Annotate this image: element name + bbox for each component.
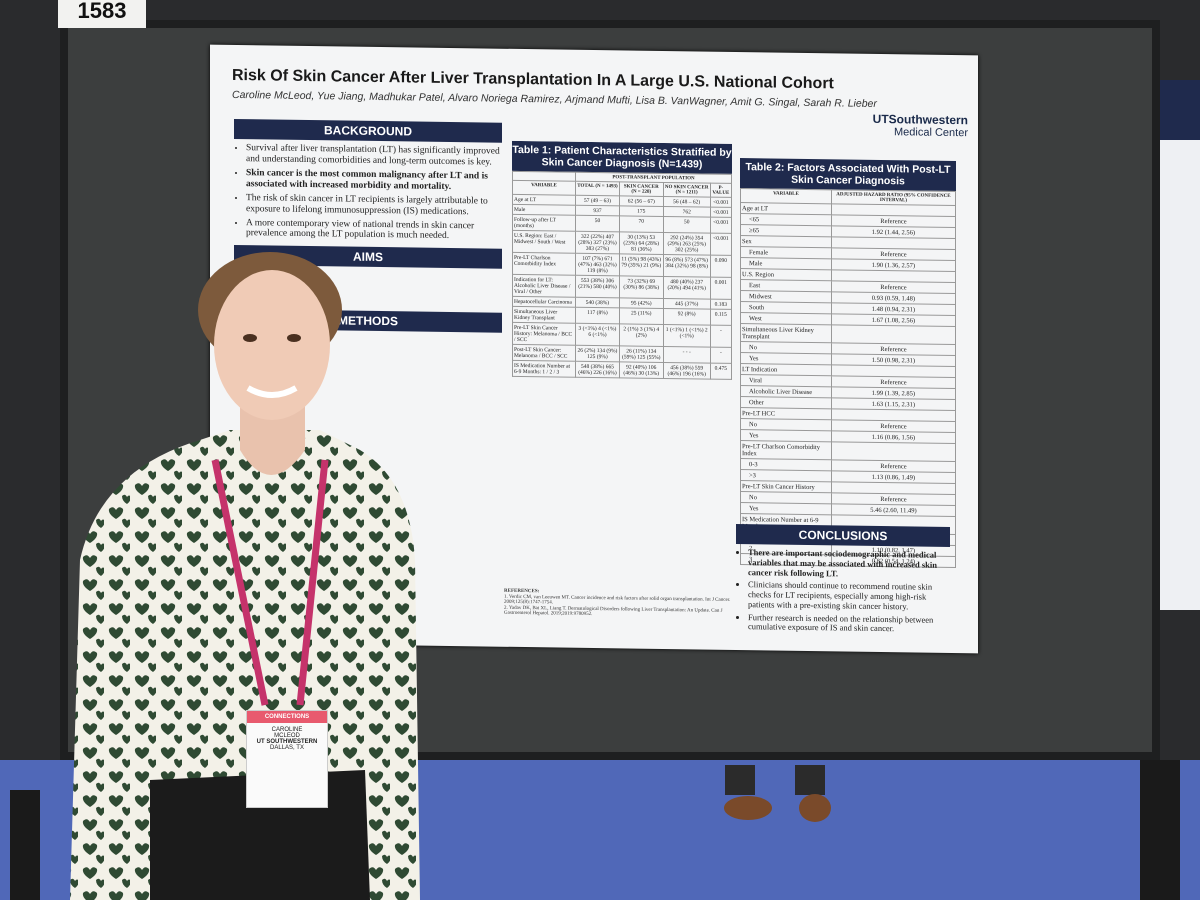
neighbor-poster [1160,80,1200,610]
shoe [724,796,772,820]
badge-event: CONNECTIONS [247,711,327,723]
neck [240,400,305,475]
eye [243,334,257,342]
shoe [799,794,831,822]
face [214,270,330,420]
badge-org: UT SOUTHWESTERN [256,739,318,745]
badge-name: CAROLINE [271,727,303,733]
easel-leg [10,790,40,900]
easel-leg [1140,760,1180,900]
name-badge: CONNECTIONS CAROLINE MCLEOD UT SOUTHWEST… [246,710,328,808]
eye [287,334,301,342]
leg [725,765,755,795]
board-number: 1583 [58,0,146,28]
neighbor-header [1160,80,1200,140]
lanyard [211,459,329,706]
badge-city: DALLAS, TX [270,745,304,751]
badge-name: MCLEOD [274,733,300,739]
leg [795,765,825,795]
smile [246,385,298,398]
